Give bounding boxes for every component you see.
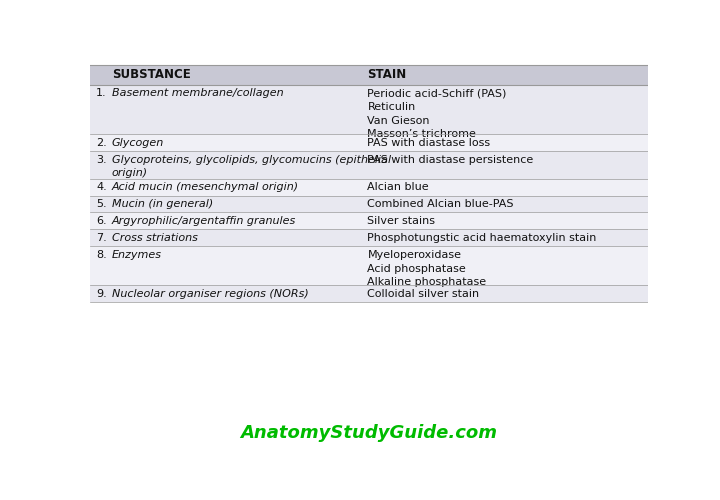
Text: SUBSTANCE: SUBSTANCE <box>112 68 191 81</box>
Text: Myeloperoxidase
Acid phosphatase
Alkaline phosphatase: Myeloperoxidase Acid phosphatase Alkalin… <box>367 250 487 288</box>
Text: Glycoproteins, glycolipids, glycomucins (epithelial
origin): Glycoproteins, glycolipids, glycomucins … <box>112 154 391 178</box>
Text: Silver stains: Silver stains <box>367 216 436 226</box>
Text: Phosphotungstic acid haematoxylin stain: Phosphotungstic acid haematoxylin stain <box>367 233 597 243</box>
FancyBboxPatch shape <box>90 151 648 178</box>
Text: Glycogen: Glycogen <box>112 138 164 148</box>
Text: Cross striations: Cross striations <box>112 233 197 243</box>
Text: 2.: 2. <box>96 138 107 148</box>
Text: PAS with diastase loss: PAS with diastase loss <box>367 138 490 148</box>
Text: Enzymes: Enzymes <box>112 250 162 260</box>
Text: Mucin (in general): Mucin (in general) <box>112 200 213 209</box>
Text: Acid mucin (mesenchymal origin): Acid mucin (mesenchymal origin) <box>112 182 299 192</box>
Text: Colloidal silver stain: Colloidal silver stain <box>367 288 480 298</box>
Text: Nucleolar organiser regions (NORs): Nucleolar organiser regions (NORs) <box>112 288 308 298</box>
Text: Alcian blue: Alcian blue <box>367 182 429 192</box>
FancyBboxPatch shape <box>90 285 648 302</box>
FancyBboxPatch shape <box>90 178 648 196</box>
Text: 3.: 3. <box>96 154 107 164</box>
FancyBboxPatch shape <box>90 246 648 285</box>
Text: 9.: 9. <box>96 288 107 298</box>
Text: AnatomyStudyGuide.com: AnatomyStudyGuide.com <box>240 424 498 442</box>
FancyBboxPatch shape <box>90 64 648 84</box>
Text: Periodic acid-Schiff (PAS)
Reticulin
Van Gieson
Masson’s trichrome: Periodic acid-Schiff (PAS) Reticulin Van… <box>367 88 507 140</box>
FancyBboxPatch shape <box>90 230 648 246</box>
FancyBboxPatch shape <box>90 212 648 230</box>
Text: 1.: 1. <box>96 88 107 99</box>
FancyBboxPatch shape <box>90 84 648 134</box>
Text: 4.: 4. <box>96 182 107 192</box>
Text: 5.: 5. <box>96 200 107 209</box>
Text: Combined Alcian blue-PAS: Combined Alcian blue-PAS <box>367 200 514 209</box>
Text: 8.: 8. <box>96 250 107 260</box>
Text: Argyrophilic/argentaffin granules: Argyrophilic/argentaffin granules <box>112 216 296 226</box>
Text: PAS with diastase persistence: PAS with diastase persistence <box>367 154 534 164</box>
Text: 6.: 6. <box>96 216 107 226</box>
Text: 7.: 7. <box>96 233 107 243</box>
Text: STAIN: STAIN <box>367 68 407 81</box>
Text: Basement membrane/collagen: Basement membrane/collagen <box>112 88 284 99</box>
FancyBboxPatch shape <box>90 134 648 151</box>
FancyBboxPatch shape <box>90 196 648 212</box>
